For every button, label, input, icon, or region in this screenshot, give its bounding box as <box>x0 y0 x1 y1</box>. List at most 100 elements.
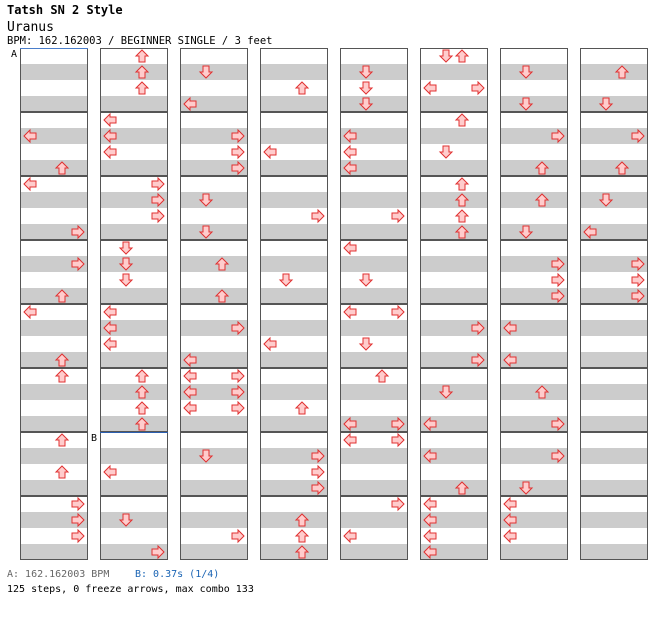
beat-stripe <box>180 224 248 240</box>
beat-stripe <box>180 96 248 112</box>
beat-stripe <box>260 416 328 432</box>
beat-stripe <box>180 112 248 128</box>
up-arrow <box>54 433 70 447</box>
up-arrow <box>134 385 150 399</box>
beat-stripe <box>580 320 648 336</box>
beat-stripe <box>580 256 648 272</box>
beat-stripe <box>500 336 568 352</box>
beat-stripe <box>260 336 328 352</box>
left-arrow <box>103 144 117 160</box>
right-arrow <box>551 256 565 272</box>
beat-stripe <box>500 144 568 160</box>
beat-stripe <box>580 464 648 480</box>
beat-stripe <box>20 496 88 512</box>
up-arrow <box>294 545 310 559</box>
beat-stripe <box>580 240 648 256</box>
beat-stripe <box>100 272 168 288</box>
right-arrow <box>551 288 565 304</box>
beat-stripe <box>180 320 248 336</box>
beat-stripe <box>180 288 248 304</box>
beat-stripe <box>100 496 168 512</box>
beat-stripe <box>500 528 568 544</box>
down-arrow <box>198 193 214 207</box>
chart-column <box>260 48 328 560</box>
chart-column <box>340 48 408 560</box>
beat-stripe <box>260 80 328 96</box>
beat-stripe <box>260 544 328 560</box>
beat-stripe <box>580 192 648 208</box>
left-arrow <box>503 352 517 368</box>
up-arrow <box>374 369 390 383</box>
left-arrow <box>343 416 357 432</box>
beat-stripe <box>420 96 488 112</box>
beat-stripe <box>340 496 408 512</box>
left-arrow <box>343 160 357 176</box>
beat-stripe <box>20 112 88 128</box>
left-arrow <box>343 144 357 160</box>
marker-a-label: A <box>11 49 17 60</box>
beat-stripe <box>580 128 648 144</box>
measure-box <box>100 304 168 368</box>
measure-box <box>20 240 88 304</box>
beat-stripe <box>500 544 568 560</box>
beat-stripe <box>580 432 648 448</box>
beat-stripe <box>500 512 568 528</box>
measure-box <box>20 176 88 240</box>
beat-stripe <box>20 368 88 384</box>
beat-stripe <box>580 336 648 352</box>
measure-box <box>580 496 648 560</box>
beat-stripe <box>580 48 648 64</box>
beat-stripe <box>100 192 168 208</box>
beat-stripe <box>20 64 88 80</box>
beat-stripe <box>340 64 408 80</box>
right-arrow <box>231 384 245 400</box>
beat-stripe <box>340 208 408 224</box>
measure-box <box>20 432 88 496</box>
up-arrow <box>134 81 150 95</box>
left-arrow <box>103 304 117 320</box>
up-arrow <box>134 417 150 431</box>
up-arrow <box>214 289 230 303</box>
beat-stripe <box>580 544 648 560</box>
beat-stripe <box>580 144 648 160</box>
beat-stripe <box>260 160 328 176</box>
left-arrow <box>103 128 117 144</box>
beat-stripe <box>420 368 488 384</box>
measure-box <box>100 48 168 112</box>
down-arrow <box>358 65 374 79</box>
left-arrow <box>503 320 517 336</box>
beat-stripe <box>260 272 328 288</box>
beat-stripe <box>340 48 408 64</box>
beat-stripe <box>100 48 168 64</box>
left-arrow <box>183 384 197 400</box>
beat-stripe <box>340 272 408 288</box>
beat-stripe <box>420 304 488 320</box>
left-arrow <box>423 416 437 432</box>
beat-stripe <box>180 160 248 176</box>
measure-box <box>420 432 488 496</box>
beat-stripe <box>340 464 408 480</box>
beat-stripe <box>260 176 328 192</box>
beat-stripe <box>100 80 168 96</box>
left-arrow <box>503 528 517 544</box>
measure-box <box>580 112 648 176</box>
left-arrow <box>183 352 197 368</box>
beat-stripe <box>180 368 248 384</box>
beat-stripe <box>20 80 88 96</box>
down-arrow <box>518 481 534 495</box>
right-arrow <box>311 480 325 496</box>
beat-stripe <box>260 368 328 384</box>
beat-stripe <box>580 368 648 384</box>
beat-stripe <box>180 64 248 80</box>
beat-stripe <box>500 496 568 512</box>
beat-stripe <box>580 528 648 544</box>
right-arrow <box>231 144 245 160</box>
beat-stripe <box>580 160 648 176</box>
left-arrow <box>103 320 117 336</box>
beat-stripe <box>420 352 488 368</box>
beat-stripe <box>100 112 168 128</box>
beat-stripe <box>500 288 568 304</box>
measure-box <box>100 496 168 560</box>
beat-stripe <box>340 352 408 368</box>
beat-stripe <box>500 112 568 128</box>
